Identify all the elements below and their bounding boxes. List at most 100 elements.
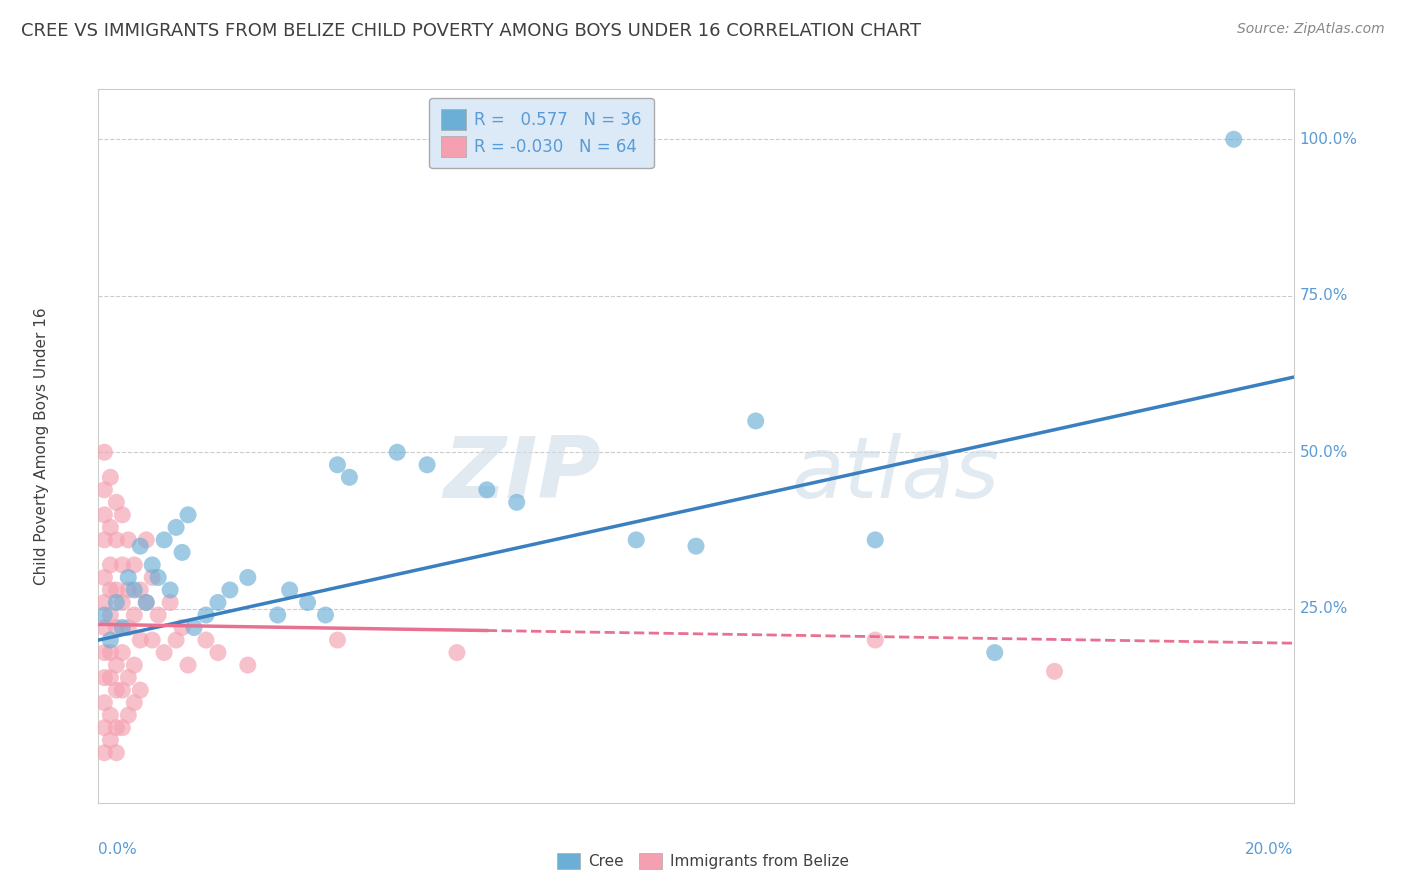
Point (111, 558, 134, 572)
Text: 100.0%: 100.0% (1299, 132, 1358, 147)
Point (105, 658, 128, 673)
Point (93, 607, 115, 622)
Text: Source: ZipAtlas.com: Source: ZipAtlas.com (1237, 22, 1385, 37)
Point (135, 533, 157, 547)
Point (141, 633, 163, 648)
Point (141, 570, 163, 584)
Point (475, 483, 498, 497)
Point (111, 508, 134, 522)
Point (98, 558, 122, 572)
Text: 75.0%: 75.0% (1299, 288, 1348, 303)
Point (165, 633, 187, 648)
Text: CREE VS IMMIGRANTS FROM BELIZE CHILD POVERTY AMONG BOYS UNDER 16 CORRELATION CHA: CREE VS IMMIGRANTS FROM BELIZE CHILD POV… (21, 22, 921, 40)
Point (124, 696, 146, 710)
Point (98, 582, 122, 597)
Point (207, 646, 229, 660)
Point (105, 533, 128, 547)
Point (626, 533, 648, 547)
Point (98, 671, 122, 685)
Point (685, 539, 707, 553)
Point (105, 595, 128, 609)
Point (105, 582, 128, 597)
Point (111, 595, 134, 609)
Point (278, 582, 301, 597)
Point (93, 533, 115, 547)
Point (93, 671, 115, 685)
Point (124, 607, 146, 622)
Point (195, 633, 218, 648)
Point (105, 621, 128, 635)
Point (93, 721, 115, 735)
Point (865, 633, 887, 648)
Text: 50.0%: 50.0% (1299, 445, 1348, 459)
Point (207, 595, 229, 609)
Point (93, 570, 115, 584)
Point (219, 582, 242, 597)
Text: 20.0%: 20.0% (1246, 842, 1294, 857)
Legend: Cree, Immigrants from Belize: Cree, Immigrants from Belize (551, 847, 855, 875)
Point (446, 646, 468, 660)
Point (172, 621, 194, 635)
Point (93, 646, 115, 660)
Text: atlas: atlas (792, 433, 1000, 516)
Point (865, 533, 887, 547)
Point (129, 582, 152, 597)
Point (98, 520, 122, 534)
Point (98, 708, 122, 723)
Point (129, 683, 152, 698)
Point (129, 633, 152, 648)
Point (148, 607, 170, 622)
Point (159, 582, 181, 597)
Point (98, 733, 122, 747)
Point (177, 508, 200, 522)
Point (111, 683, 134, 698)
Point (385, 445, 409, 459)
Point (339, 470, 361, 484)
Point (984, 646, 1007, 660)
Point (416, 458, 439, 472)
Point (117, 671, 139, 685)
Text: 0.0%: 0.0% (98, 842, 138, 857)
Text: 25.0%: 25.0% (1299, 601, 1348, 616)
Point (117, 582, 139, 597)
Point (93, 696, 115, 710)
Point (98, 633, 122, 648)
Point (93, 445, 115, 459)
Point (165, 520, 187, 534)
Point (93, 508, 115, 522)
Point (153, 533, 176, 547)
Text: ZIP: ZIP (443, 433, 600, 516)
Point (111, 621, 134, 635)
Point (745, 414, 768, 428)
Point (98, 470, 122, 484)
Point (105, 683, 128, 698)
Point (111, 646, 134, 660)
Point (183, 621, 205, 635)
Point (105, 721, 128, 735)
Point (1043, 665, 1066, 679)
Point (267, 607, 290, 622)
Point (117, 708, 139, 723)
Point (297, 595, 319, 609)
Point (506, 495, 529, 509)
Point (135, 595, 157, 609)
Point (148, 570, 170, 584)
Point (236, 570, 259, 584)
Point (315, 607, 337, 622)
Point (236, 658, 259, 673)
Point (1223, 132, 1246, 146)
Point (135, 595, 157, 609)
Point (98, 607, 122, 622)
Point (124, 658, 146, 673)
Point (117, 533, 139, 547)
Legend: R =   0.577   N = 36, R = -0.030   N = 64: R = 0.577 N = 36, R = -0.030 N = 64 (429, 97, 654, 169)
Point (98, 646, 122, 660)
Point (93, 746, 115, 760)
Point (172, 545, 194, 559)
Point (326, 458, 349, 472)
Point (195, 607, 218, 622)
Point (117, 621, 139, 635)
Point (326, 633, 349, 648)
Point (117, 570, 139, 584)
Point (159, 595, 181, 609)
